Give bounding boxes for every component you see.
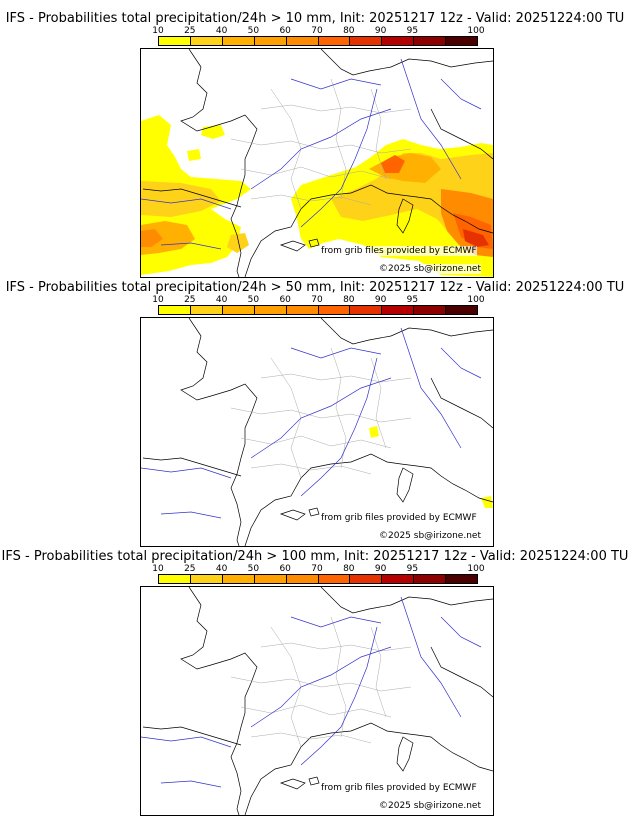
colorbar-tick-label: 10: [152, 295, 164, 305]
colorbar-segment: [159, 575, 191, 583]
colorbar-segment: [286, 37, 319, 45]
colorbar-segment: [350, 575, 383, 583]
credit-copyright: ©2025 sb@irizone.net: [379, 801, 481, 811]
map-svg: [141, 318, 493, 546]
colorbar-tick-label: 10: [152, 564, 164, 574]
map: from grib files provided by ECMWF ©2025 …: [140, 586, 494, 816]
colorbar-segment: [350, 306, 383, 314]
colorbar-segment: [318, 575, 351, 583]
colorbar-segment: [254, 306, 287, 314]
colorbar-tick-label: 60: [279, 26, 291, 36]
colorbar-segment: [382, 37, 415, 45]
colorbar-tick-label: 60: [279, 295, 291, 305]
colorbar: [158, 574, 478, 584]
colorbar-segment: [286, 306, 319, 314]
map-svg: [141, 587, 493, 815]
colorbar-segment: [382, 575, 415, 583]
coastlines: [142, 587, 493, 815]
colorbar-tick-label: 90: [374, 564, 387, 574]
colorbar-segment: [446, 575, 478, 583]
regional-borders: [230, 616, 412, 748]
map-svg: [141, 49, 493, 277]
map: from grib files provided by ECMWF ©2025 …: [140, 317, 494, 547]
colorbar-segment: [350, 37, 383, 45]
colorbar: [158, 305, 478, 315]
colorbar-tick-label: 95: [406, 26, 419, 36]
colorbar-segment: [286, 575, 319, 583]
colorbar-tick-label: 80: [343, 295, 355, 305]
colorbar-tick-label: 25: [184, 564, 196, 574]
colorbar-tick-label: 50: [247, 564, 260, 574]
colorbar-tick-label: 90: [374, 26, 387, 36]
colorbar-tick-label: 90: [374, 295, 387, 305]
credit-source: from grib files provided by ECMWF: [321, 783, 477, 793]
colorbar-ticks: 10 25 40 50 60 70 80 90 95 100: [152, 295, 484, 305]
colorbar-tick-label: 100: [467, 26, 485, 36]
colorbar-segment: [159, 37, 191, 45]
colorbar-tick-label: 50: [247, 295, 260, 305]
colorbar-segment: [318, 306, 351, 314]
colorbar-segment: [222, 575, 255, 583]
credit-copyright: ©2025 sb@irizone.net: [379, 264, 481, 274]
colorbar-ticks: 10 25 40 50 60 70 80 90 95 100: [152, 26, 484, 36]
colorbar-tick-label: 60: [279, 564, 291, 574]
panel-10mm: IFS - Probabilities total precipitation/…: [0, 0, 630, 278]
colorbar-segment: [414, 575, 447, 583]
coastlines: [142, 49, 493, 277]
colorbar-segment: [446, 306, 478, 314]
colorbar-tick-label: 95: [406, 295, 419, 305]
rivers: [141, 327, 482, 519]
panel-50mm: IFS - Probabilities total precipitation/…: [0, 270, 630, 548]
panel-title: IFS - Probabilities total precipitation/…: [5, 280, 625, 295]
colorbar-segment: [159, 306, 191, 314]
regional-borders: [230, 347, 412, 479]
map: from grib files provided by ECMWF ©2025 …: [140, 48, 494, 278]
colorbar-segment: [190, 306, 223, 314]
colorbar-segment: [222, 37, 255, 45]
colorbar-tick-label: 100: [467, 295, 485, 305]
credit-source: from grib files provided by ECMWF: [321, 246, 477, 256]
colorbar-tick-label: 80: [343, 26, 355, 36]
colorbar-tick-label: 40: [215, 295, 228, 305]
colorbar-tick-label: 100: [467, 564, 485, 574]
panel-title: IFS - Probabilities total precipitation/…: [1, 549, 629, 564]
colorbar-tick-label: 25: [184, 295, 196, 305]
colorbar-tick-label: 70: [311, 26, 323, 36]
colorbar-segment: [190, 37, 223, 45]
colorbar-segment: [414, 306, 447, 314]
rivers: [141, 596, 482, 788]
colorbar-segment: [382, 306, 415, 314]
colorbar-ticks: 10 25 40 50 60 70 80 90 95 100: [152, 564, 484, 574]
colorbar-tick-label: 10: [152, 26, 164, 36]
colorbar-segment: [190, 575, 223, 583]
precip-field: [141, 115, 493, 277]
colorbar-tick-label: 50: [247, 26, 260, 36]
colorbar-segment: [414, 37, 447, 45]
credit-copyright: ©2025 sb@irizone.net: [379, 531, 481, 541]
colorbar-segment: [318, 37, 351, 45]
colorbar-segment: [254, 575, 287, 583]
panel-title: IFS - Probabilities total precipitation/…: [5, 11, 625, 26]
colorbar-tick-label: 95: [406, 564, 419, 574]
colorbar-segment: [222, 306, 255, 314]
credit-source: from grib files provided by ECMWF: [321, 513, 477, 523]
colorbar-tick-label: 40: [215, 26, 228, 36]
colorbar: [158, 36, 478, 46]
precip-field: [369, 426, 493, 508]
colorbar-segment: [254, 37, 287, 45]
coastlines: [142, 318, 493, 546]
colorbar-segment: [446, 37, 478, 45]
colorbar-tick-label: 70: [311, 295, 323, 305]
colorbar-tick-label: 70: [311, 564, 323, 574]
colorbar-tick-label: 40: [215, 564, 228, 574]
colorbar-tick-label: 25: [184, 26, 196, 36]
rivers: [141, 58, 482, 250]
panel-100mm: IFS - Probabilities total precipitation/…: [0, 540, 630, 828]
colorbar-tick-label: 80: [343, 564, 355, 574]
